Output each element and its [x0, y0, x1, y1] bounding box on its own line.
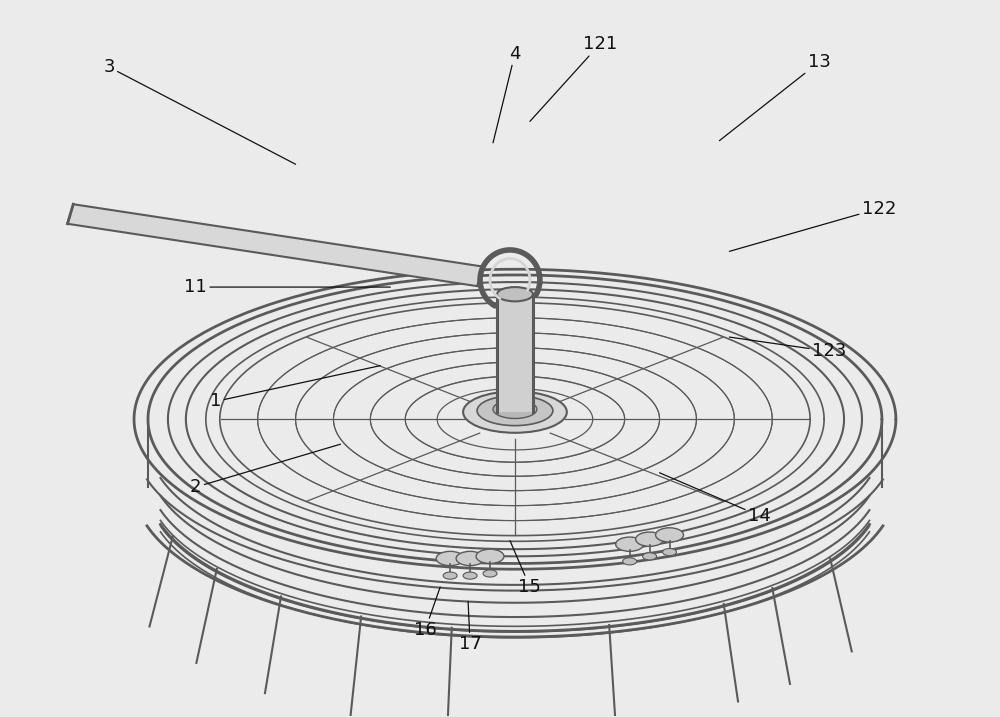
Text: 3: 3: [103, 58, 296, 164]
Ellipse shape: [636, 532, 664, 546]
Ellipse shape: [493, 400, 537, 419]
Text: 123: 123: [729, 337, 846, 361]
Ellipse shape: [436, 551, 464, 566]
Text: 17: 17: [459, 602, 482, 653]
Text: 13: 13: [719, 53, 831, 141]
Ellipse shape: [623, 558, 637, 565]
Text: 16: 16: [414, 587, 440, 639]
Text: 4: 4: [493, 44, 521, 143]
Ellipse shape: [663, 549, 677, 556]
Ellipse shape: [483, 570, 497, 577]
Text: 122: 122: [729, 199, 896, 252]
Polygon shape: [497, 294, 533, 412]
Ellipse shape: [616, 537, 644, 551]
Text: 14: 14: [660, 473, 771, 525]
Text: 1: 1: [210, 366, 380, 410]
Ellipse shape: [456, 551, 484, 566]
Ellipse shape: [463, 572, 477, 579]
Text: 2: 2: [190, 445, 340, 496]
Ellipse shape: [497, 287, 533, 301]
Ellipse shape: [463, 391, 567, 433]
Text: 15: 15: [510, 541, 541, 596]
Polygon shape: [67, 204, 483, 286]
Ellipse shape: [643, 553, 657, 560]
Text: 11: 11: [184, 278, 390, 296]
Ellipse shape: [477, 396, 553, 426]
Ellipse shape: [656, 528, 683, 542]
Ellipse shape: [443, 572, 457, 579]
Text: 121: 121: [530, 35, 617, 121]
Ellipse shape: [476, 549, 504, 564]
